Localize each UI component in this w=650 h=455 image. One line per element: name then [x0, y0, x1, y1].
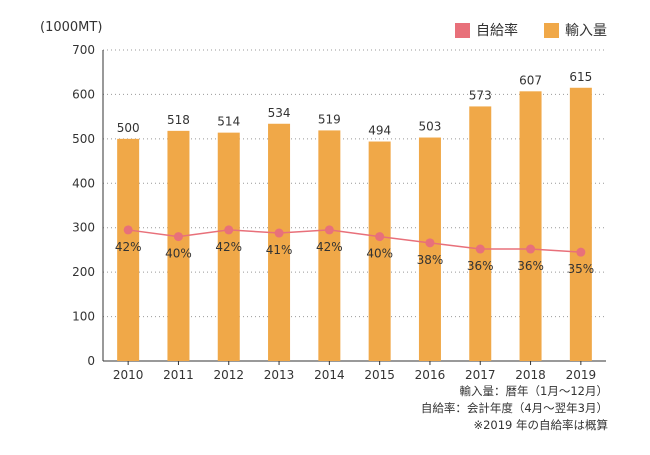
bar-2011 — [167, 130, 190, 361]
x-tick-label-2010: 2010 — [113, 368, 144, 382]
bar-value-label-2016: 503 — [418, 120, 441, 134]
y-tick-label-700: 700 — [72, 43, 95, 57]
x-tick-label-2016: 2016 — [415, 368, 446, 382]
bar-value-label-2011: 518 — [167, 113, 190, 127]
chart-notes: 輸入量：暦年（1月〜12月） 自給率：会計年度（4月〜翌年3月） ※2019 年… — [421, 383, 608, 434]
y-tick-label-200: 200 — [72, 265, 95, 279]
y-axis-unit-label: (1000MT) — [40, 20, 103, 35]
x-tick-label-2012: 2012 — [213, 368, 244, 382]
y-tick-label-400: 400 — [72, 176, 95, 190]
chart-legend: 自給率 輸入量 — [455, 20, 633, 40]
x-tick-label-2017: 2017 — [465, 368, 496, 382]
line-point-label-2013: 41% — [266, 243, 293, 257]
bar-2019 — [569, 87, 592, 361]
line-point-2010 — [123, 225, 133, 235]
x-tick-label-2018: 2018 — [515, 368, 546, 382]
line-point-label-2019: 35% — [568, 262, 595, 276]
line-point-2013 — [274, 228, 284, 238]
line-point-label-2012: 42% — [215, 240, 242, 254]
bar-value-label-2018: 607 — [519, 73, 542, 87]
bar-value-label-2014: 519 — [318, 112, 341, 126]
line-point-label-2017: 36% — [467, 259, 494, 273]
y-tick-label-0: 0 — [87, 354, 95, 368]
bar-2012 — [217, 132, 240, 361]
x-tick-label-2013: 2013 — [264, 368, 295, 382]
legend-item-import-volume: 輸入量 — [544, 20, 607, 40]
note-import-volume-period: 輸入量：暦年（1月〜12月） — [459, 384, 608, 398]
bar-value-label-2015: 494 — [368, 124, 391, 138]
y-tick-label-500: 500 — [72, 132, 95, 146]
line-self-sufficiency — [128, 229, 581, 253]
line-point-label-2014: 42% — [316, 240, 343, 254]
y-tick-label-100: 100 — [72, 310, 95, 324]
y-tick-label-300: 300 — [72, 221, 95, 235]
line-point-2016 — [425, 238, 435, 248]
bar-value-label-2012: 514 — [217, 115, 240, 129]
x-tick-label-2015: 2015 — [364, 368, 395, 382]
bar-value-label-2013: 534 — [268, 106, 291, 120]
line-point-2018 — [526, 244, 536, 254]
bar-value-label-2019: 615 — [569, 70, 592, 84]
bar-value-label-2017: 573 — [469, 88, 492, 102]
x-tick-label-2019: 2019 — [566, 368, 597, 382]
legend-label-self-sufficiency: 自給率 — [476, 23, 518, 39]
x-tick-label-2014: 2014 — [314, 368, 345, 382]
line-point-label-2016: 38% — [417, 253, 444, 267]
bar-2017 — [469, 106, 492, 361]
line-point-label-2018: 36% — [517, 259, 544, 273]
line-point-2014 — [324, 225, 334, 235]
line-point-2017 — [475, 244, 485, 254]
note-self-sufficiency-period: 自給率：会計年度（4月〜翌年3月） — [420, 401, 608, 415]
line-point-2011 — [173, 232, 183, 242]
line-point-label-2015: 40% — [366, 247, 393, 261]
bar-2016 — [418, 137, 441, 361]
legend-swatch-import-volume — [544, 22, 559, 38]
bar-value-label-2010: 500 — [117, 121, 140, 135]
bar-2014 — [318, 130, 341, 361]
bar-2018 — [519, 91, 542, 361]
legend-label-import-volume: 輸入量 — [565, 23, 607, 39]
bar-2013 — [268, 123, 291, 361]
legend-swatch-self-sufficiency — [455, 22, 470, 38]
line-point-label-2011: 40% — [165, 247, 192, 261]
line-point-2019 — [576, 247, 586, 257]
bar-2015 — [368, 141, 391, 361]
bar-2010 — [117, 138, 140, 361]
line-point-label-2010: 42% — [115, 240, 142, 254]
legend-item-self-sufficiency: 自給率 — [455, 20, 518, 40]
line-point-2015 — [375, 232, 385, 242]
line-point-2012 — [224, 225, 234, 235]
x-tick-label-2011: 2011 — [163, 368, 194, 382]
y-tick-label-600: 600 — [72, 87, 95, 101]
note-2019-estimate: ※2019 年の自給率は概算 — [473, 418, 608, 432]
